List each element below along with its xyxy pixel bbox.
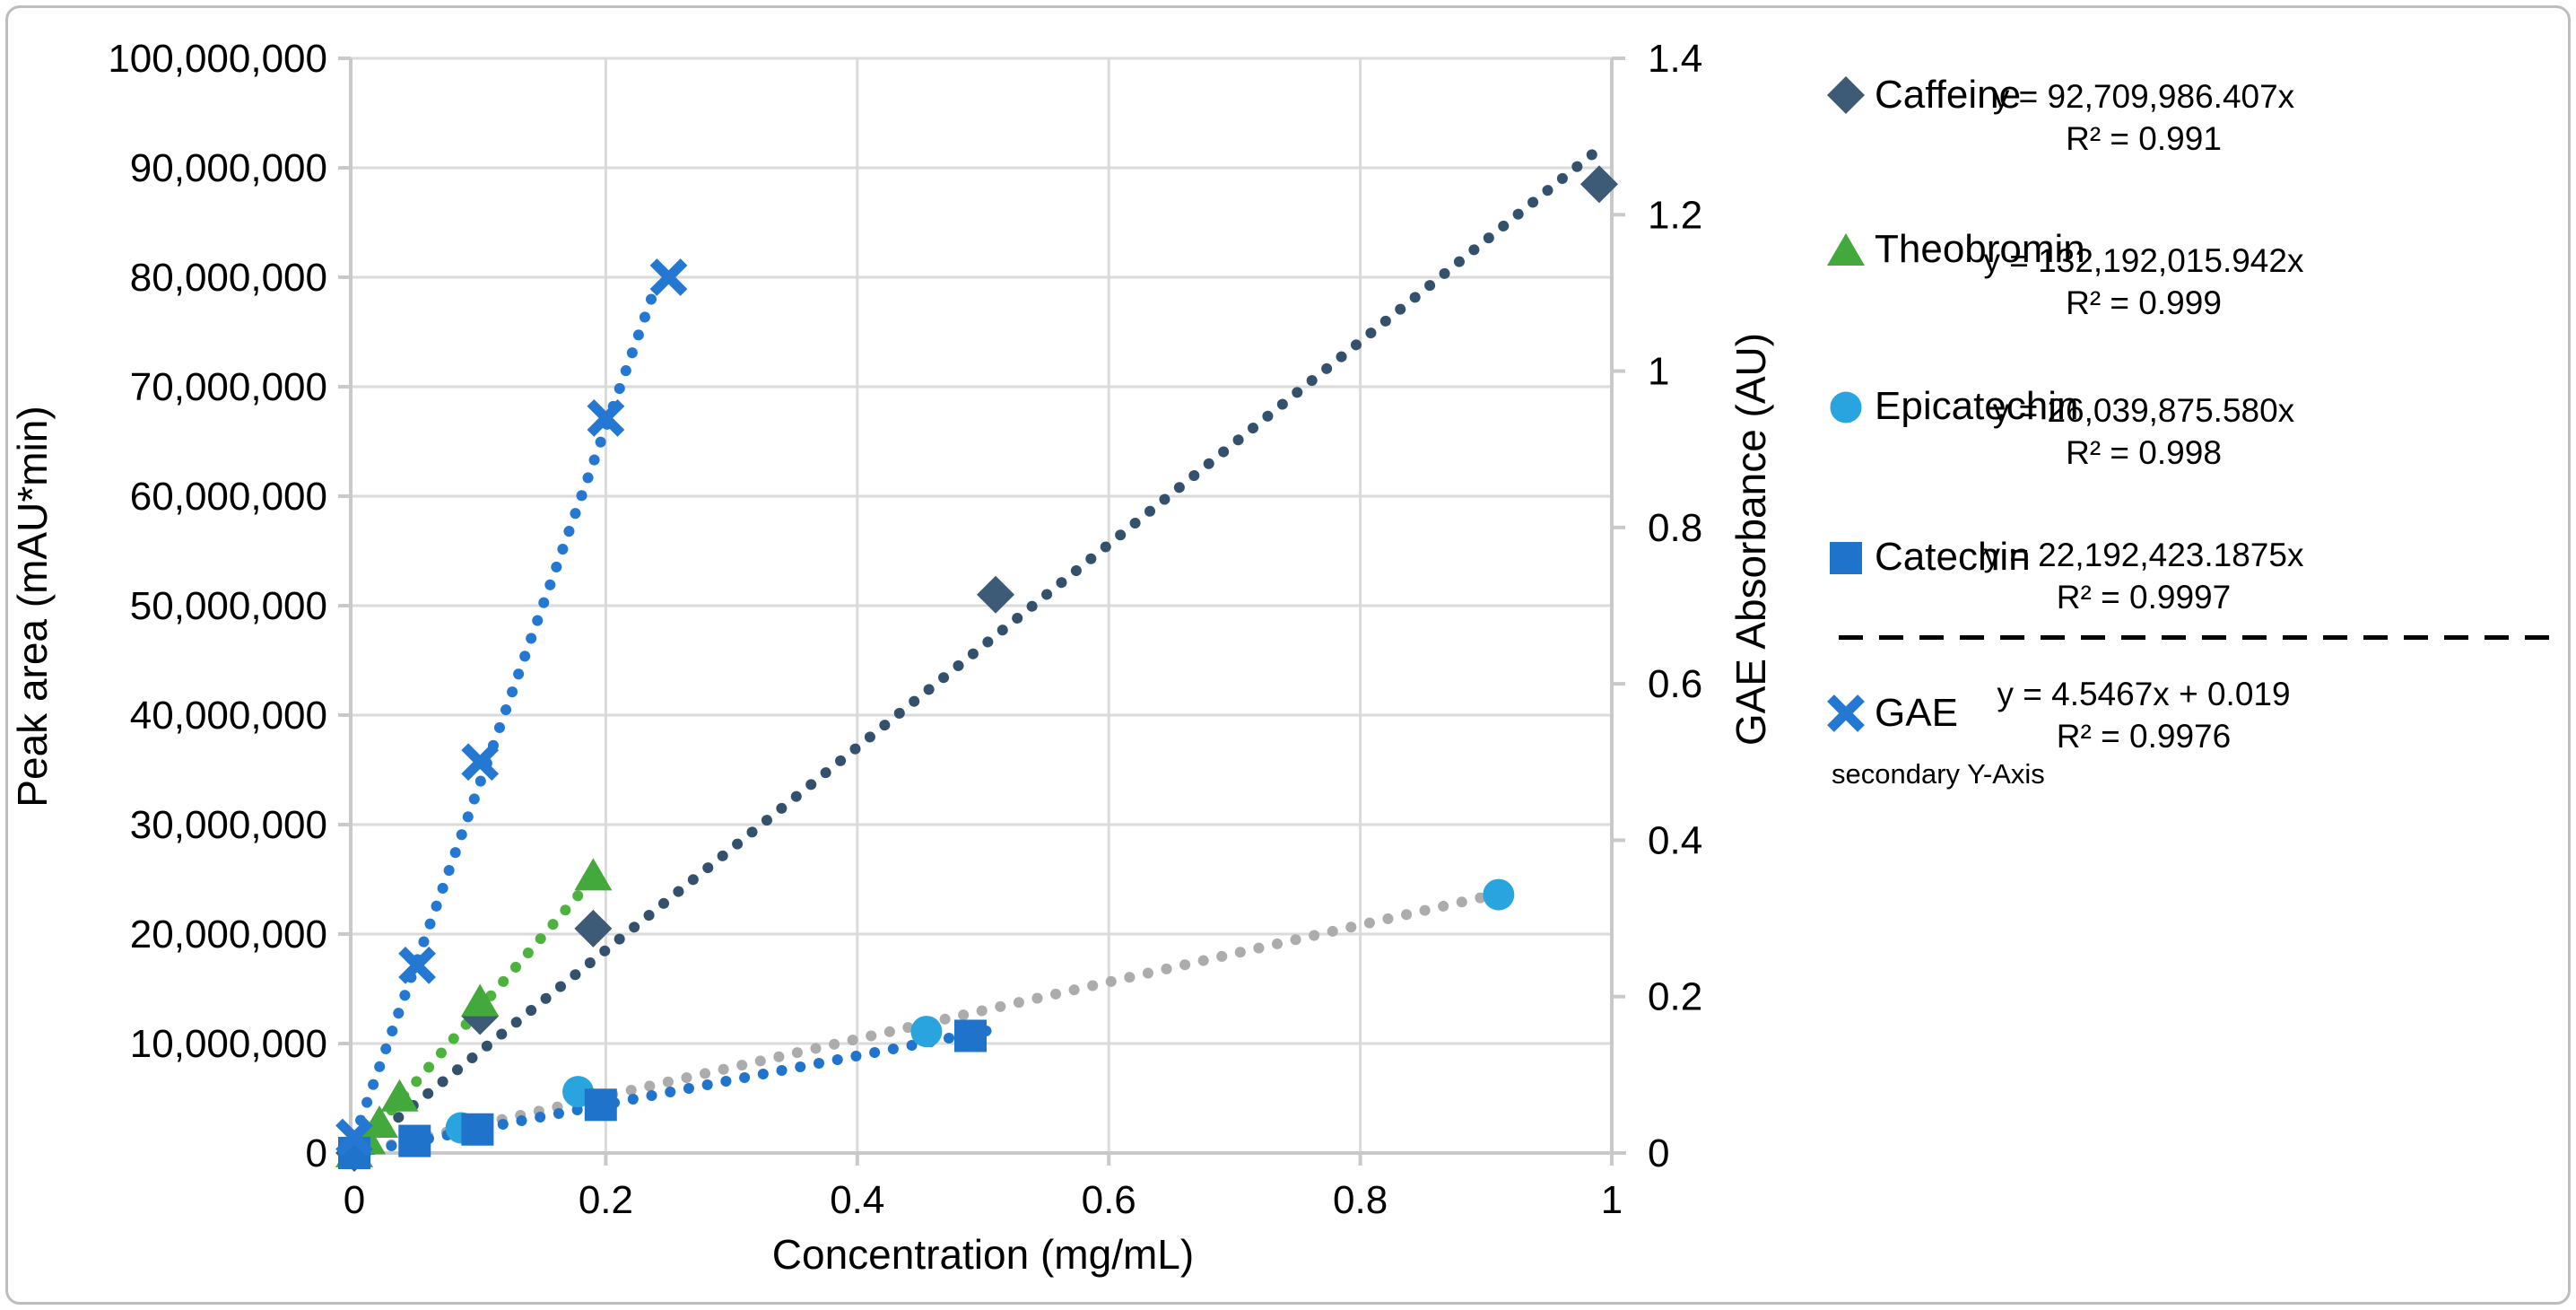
- svg-text:20,000,000: 20,000,000: [130, 913, 327, 956]
- caffeine-trendline: [349, 138, 1611, 1158]
- catechin-legend-marker-icon: [1824, 537, 1867, 580]
- svg-text:0.8: 0.8: [1648, 506, 1702, 550]
- gae-r2: R² = 0.9976: [2056, 718, 2232, 755]
- svg-text:1.2: 1.2: [1648, 193, 1702, 237]
- svg-text:40,000,000: 40,000,000: [130, 694, 327, 738]
- theobromin-legend-marker-icon: [1824, 230, 1867, 273]
- legend-label-catechin: Catechin: [1875, 535, 2031, 579]
- legend-label-epicatechin: Epicatechin: [1875, 384, 2079, 428]
- svg-text:30,000,000: 30,000,000: [130, 803, 327, 847]
- svg-text:80,000,000: 80,000,000: [130, 256, 327, 300]
- caffeine-r2: R² = 0.991: [2066, 120, 2222, 157]
- catechin-equation-line: y = 22,192,423.1875x: [1983, 537, 2304, 573]
- tick-labels: 0 10,000,000 20,000,000 30,000,000 40,000,00…: [108, 37, 1702, 1222]
- svg-text:0: 0: [344, 1178, 365, 1222]
- secondary-axis-note: secondary Y-Axis: [1832, 758, 2045, 790]
- trendlines: [349, 138, 1611, 1158]
- svg-text:0.4: 0.4: [830, 1178, 884, 1222]
- svg-text:100,000,000: 100,000,000: [108, 37, 327, 81]
- y1-axis-title: Peak area (mAU*min): [9, 406, 56, 808]
- caffeine-legend-marker-icon: [1824, 74, 1867, 117]
- svg-text:0.2: 0.2: [579, 1178, 633, 1222]
- svg-text:1: 1: [1601, 1178, 1623, 1222]
- gae-equation-line: y = 4.5467x + 0.019: [1997, 676, 2291, 712]
- gae-trendline: [349, 290, 658, 1144]
- epicatechin-equation-line: y = 26,039,875.580x: [1992, 392, 2295, 429]
- svg-text:0.8: 0.8: [1333, 1178, 1388, 1222]
- legend-divider: [1839, 635, 2562, 640]
- axes: [338, 57, 1626, 1166]
- legend-label-caffeine: Caffeine: [1875, 73, 2022, 117]
- svg-text:10,000,000: 10,000,000: [130, 1022, 327, 1066]
- caffeine-equation: y = 92,709,986.407x R² = 0.991: [1893, 75, 2395, 160]
- svg-text:60,000,000: 60,000,000: [130, 475, 327, 519]
- svg-text:0.2: 0.2: [1648, 975, 1702, 1019]
- gae-legend-marker-icon: [1824, 692, 1867, 735]
- catechin-equation: y = 22,192,423.1875x R² = 0.9997: [1893, 534, 2395, 618]
- y2-axis-title: GAE Absorbance (AU): [1727, 332, 1774, 747]
- svg-text:70,000,000: 70,000,000: [130, 365, 327, 409]
- gridlines: [351, 57, 1614, 1153]
- legend-label-gae: GAE: [1875, 691, 1958, 735]
- svg-text:0.4: 0.4: [1648, 818, 1702, 862]
- catechin-trendline: [349, 1025, 993, 1158]
- theobromin-equation-line: y = 132,192,015.942x: [1983, 242, 2304, 279]
- epicatechin-trendline: [349, 885, 1517, 1158]
- legend-label-theobromin: Theobromin: [1875, 227, 2085, 271]
- gae-equation: y = 4.5467x + 0.019 R² = 0.9976: [1893, 673, 2395, 757]
- caffeine-equation-line: y = 92,709,986.407x: [1992, 78, 2295, 115]
- svg-text:0.6: 0.6: [1082, 1178, 1136, 1222]
- epicatechin-r2: R² = 0.998: [2066, 434, 2222, 471]
- svg-text:90,000,000: 90,000,000: [130, 146, 327, 190]
- svg-text:0: 0: [1648, 1131, 1669, 1175]
- catechin-r2: R² = 0.9997: [2056, 579, 2232, 616]
- svg-text:50,000,000: 50,000,000: [130, 584, 327, 628]
- svg-text:1.4: 1.4: [1648, 37, 1702, 81]
- gae-series-points: [335, 258, 688, 1157]
- epicatechin-equation: y = 26,039,875.580x R² = 0.998: [1893, 389, 2395, 474]
- theobromin-r2: R² = 0.999: [2066, 284, 2222, 321]
- catechin-series-points: [338, 1019, 987, 1169]
- theobromin-equation: y = 132,192,015.942x R² = 0.999: [1893, 240, 2395, 324]
- x-axis-title: Concentration (mg/mL): [771, 1231, 1195, 1278]
- svg-text:0.6: 0.6: [1648, 662, 1702, 706]
- epicatechin-legend-marker-icon: [1824, 386, 1867, 429]
- svg-text:0: 0: [306, 1131, 327, 1175]
- svg-text:1: 1: [1648, 350, 1669, 394]
